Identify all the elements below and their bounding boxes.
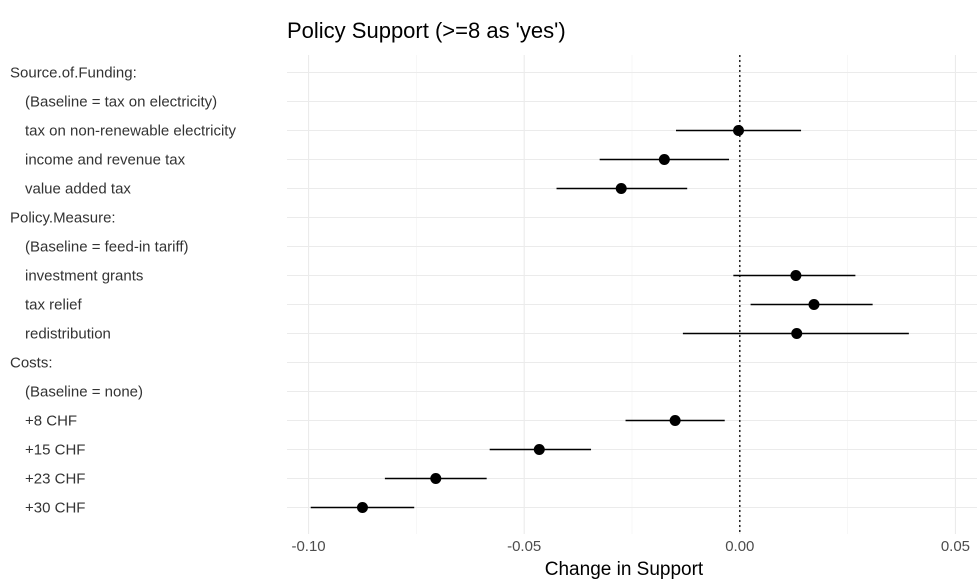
category-label: (Baseline = none) [25, 384, 143, 401]
category-label: +8 CHF [25, 413, 77, 430]
category-labels: Source.of.Funding: (Baseline = tax on ele… [10, 65, 236, 517]
category-label: Policy.Measure: [10, 210, 116, 227]
point-estimate [669, 415, 681, 426]
point-estimate [430, 473, 442, 484]
category-label: income and revenue tax [25, 152, 186, 169]
category-label: (Baseline = feed-in tariff) [25, 239, 189, 256]
category-label: tax on non-renewable electricity [25, 123, 236, 140]
x-tick-label: 0.05 [941, 538, 970, 555]
category-label: Costs: [10, 355, 53, 372]
x-tick-label: -0.10 [291, 538, 325, 555]
category-label: Source.of.Funding: [10, 65, 137, 82]
chart-title: Policy Support (>=8 as 'yes') [287, 18, 566, 43]
category-label: value added tax [25, 181, 131, 198]
category-label: (Baseline = tax on electricity) [25, 94, 217, 111]
x-tick-label: 0.00 [725, 538, 754, 555]
category-label: +15 CHF [25, 442, 85, 459]
point-estimate [733, 125, 745, 136]
x-tick-label: -0.05 [507, 538, 541, 555]
confidence-intervals [310, 129, 909, 509]
point-estimate [658, 154, 670, 165]
x-axis-tick-labels: -0.10 -0.05 0.00 0.05 [291, 538, 970, 555]
category-label: tax relief [25, 297, 83, 314]
grid [287, 55, 977, 534]
point-estimate [615, 183, 627, 194]
point-estimate [808, 299, 820, 310]
x-axis-label: Change in Support [545, 559, 704, 580]
point-estimate [791, 328, 803, 339]
point-estimate [533, 444, 545, 455]
point-estimates [356, 125, 820, 513]
point-estimate [790, 270, 802, 281]
category-label: redistribution [25, 326, 111, 343]
category-label: investment grants [25, 268, 143, 285]
category-label: +23 CHF [25, 471, 85, 488]
point-estimate [356, 502, 368, 513]
category-label: +30 CHF [25, 500, 85, 517]
